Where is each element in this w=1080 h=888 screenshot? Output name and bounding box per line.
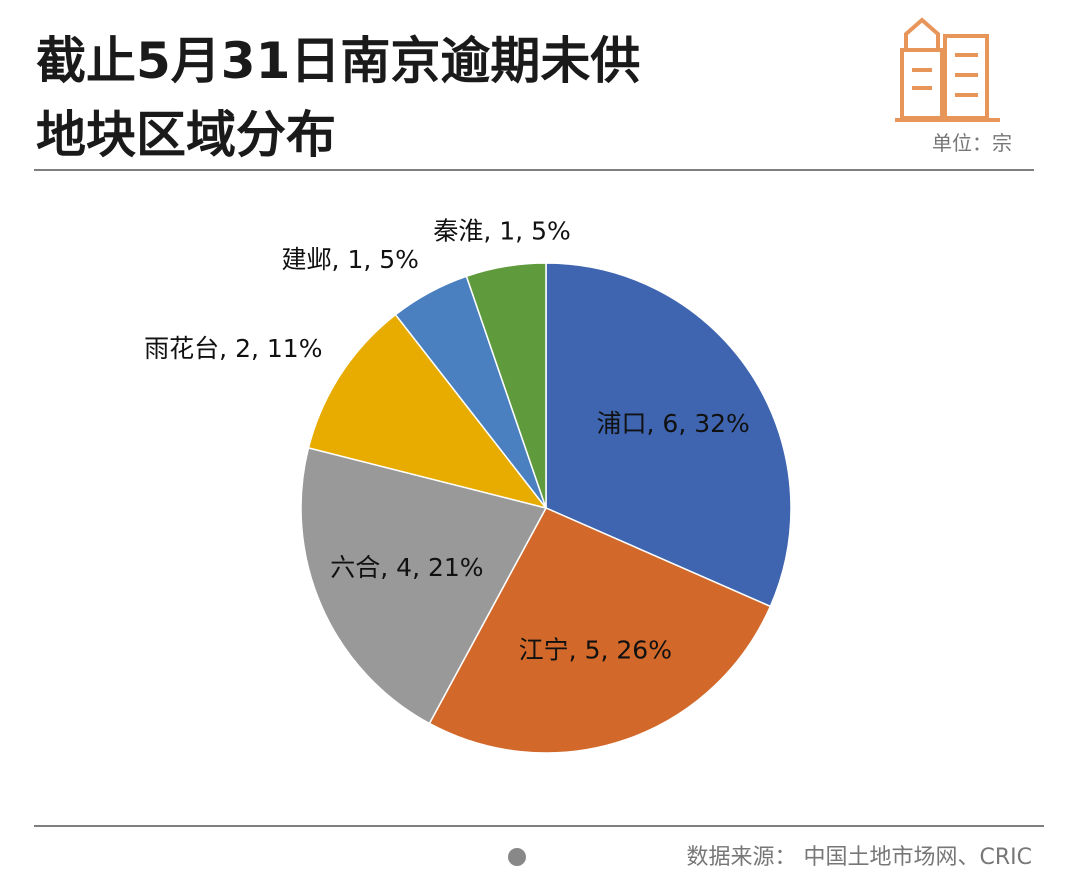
- source-dot: [508, 848, 526, 866]
- data-label: 浦口, 6, 32%: [597, 409, 750, 438]
- label-value: 4: [396, 553, 412, 582]
- data-label: 建邺, 1, 5%: [282, 245, 419, 274]
- label-percent: 21%: [428, 553, 484, 582]
- label-value: 2: [235, 334, 251, 363]
- data-label: 江宁, 5, 26%: [519, 636, 672, 665]
- chart-title: 截止5月31日南京逾期未供: [36, 32, 640, 90]
- label-category: 雨花台: [144, 334, 219, 363]
- label-category: 六合: [330, 553, 380, 582]
- pie: 浦口, 6, 32%江宁, 5, 26%六合, 4, 21%雨花台, 2, 11…: [144, 217, 792, 754]
- data-label: 雨花台, 2, 11%: [144, 334, 322, 363]
- label-separator: ,: [251, 334, 267, 363]
- label-separator: ,: [678, 409, 694, 438]
- label-value: 1: [347, 245, 363, 274]
- data-label: 秦淮, 1, 5%: [433, 217, 570, 246]
- pie-slice: [545, 262, 792, 608]
- label-separator: ,: [363, 245, 379, 274]
- label-percent: 5%: [531, 217, 571, 246]
- label-separator: ,: [600, 636, 616, 665]
- label-separator: ,: [483, 217, 499, 246]
- label-separator: ,: [647, 409, 663, 438]
- source: 数据来源： 中国土地市场网、CRIC: [687, 845, 1033, 870]
- label-category: 江宁: [519, 636, 569, 665]
- label-category: 建邺: [282, 245, 332, 274]
- label-category: 秦淮: [433, 217, 483, 246]
- label-percent: 32%: [694, 409, 750, 438]
- label-value: 6: [662, 409, 678, 438]
- label-percent: 11%: [267, 334, 323, 363]
- label-value: 5: [585, 636, 601, 665]
- label-percent: 26%: [616, 636, 672, 665]
- pie-slice: [428, 507, 772, 754]
- label-separator: ,: [380, 553, 396, 582]
- label-separator: ,: [569, 636, 585, 665]
- unit-label: 单位：宗: [932, 131, 1012, 155]
- building-icon: [895, 17, 1000, 122]
- label-separator: ,: [332, 245, 348, 274]
- data-label: 六合, 4, 21%: [330, 553, 483, 582]
- label-separator: ,: [515, 217, 531, 246]
- label-value: 1: [499, 217, 515, 246]
- label-separator: ,: [219, 334, 235, 363]
- pie-slice: [307, 313, 548, 510]
- label-percent: 5%: [379, 245, 419, 274]
- label-separator: ,: [412, 553, 428, 582]
- label-category: 浦口: [597, 409, 647, 438]
- chart-title: 地块区域分布: [36, 106, 336, 164]
- pie-slice: [465, 262, 547, 509]
- pie-slice: [300, 446, 548, 725]
